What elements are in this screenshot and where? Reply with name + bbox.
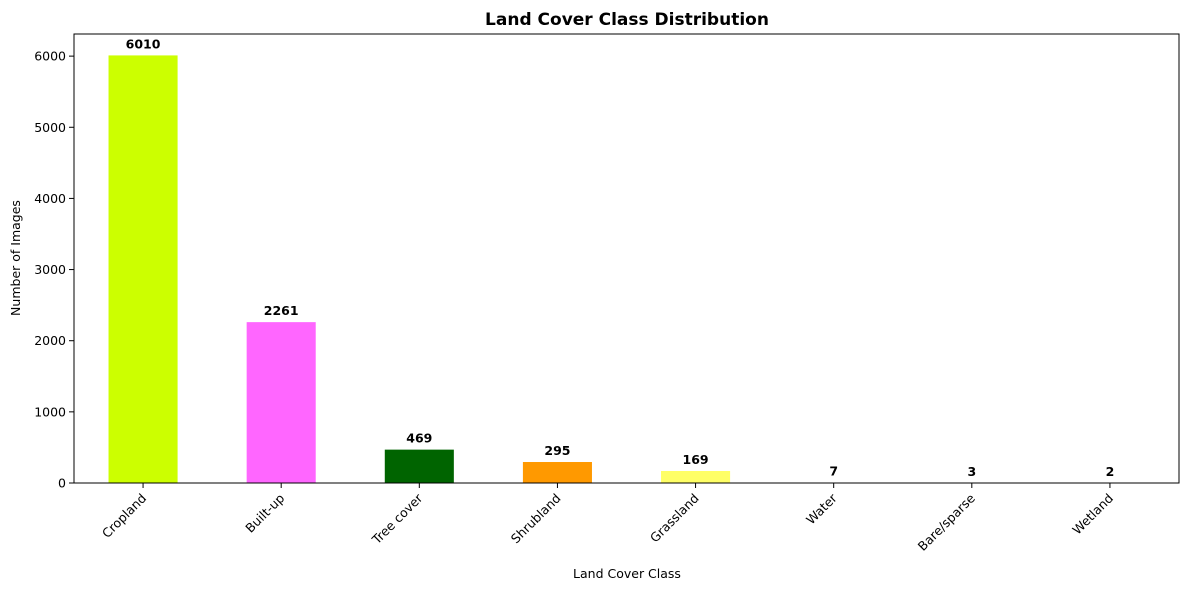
- bar-tree-cover: [384, 449, 454, 483]
- data-label-grassland: 169: [683, 452, 709, 467]
- y-tick-label: 3000: [34, 262, 66, 277]
- data-label-bare-sparse: 3: [967, 464, 976, 479]
- bar-grassland: [661, 470, 731, 483]
- y-tick-label: 5000: [34, 120, 66, 135]
- x-tick-label-grassland: Grassland: [647, 491, 702, 546]
- y-axis-label: Number of Images: [8, 200, 23, 316]
- x-tick-label-bare-sparse: Bare/sparse: [915, 490, 978, 553]
- x-tick-label-wetland: Wetland: [1069, 491, 1116, 538]
- bars-group: [108, 55, 1145, 484]
- data-label-cropland: 6010: [126, 36, 161, 51]
- x-tick-label-tree-cover: Tree cover: [368, 490, 426, 548]
- chart-title: Land Cover Class Distribution: [485, 10, 769, 30]
- data-label-wetland: 2: [1106, 464, 1115, 479]
- data-label-built-up: 2261: [264, 303, 299, 318]
- x-tick-label-cropland: Cropland: [99, 491, 149, 541]
- y-tick-label: 0: [58, 476, 66, 491]
- y-axis: 0 1000 2000 3000 4000 5000 6000: [34, 49, 74, 491]
- data-labels-group: 6010 2261 469 295 169 7 3 2: [126, 36, 1115, 478]
- y-tick-label: 1000: [34, 404, 66, 419]
- bar-shrubland: [522, 462, 592, 483]
- plot-frame: [73, 33, 1180, 484]
- bar-built-up: [246, 322, 316, 483]
- data-label-water: 7: [829, 464, 838, 479]
- data-label-tree-cover: 469: [406, 431, 432, 446]
- x-tick-label-water: Water: [803, 490, 840, 527]
- y-tick-label: 2000: [34, 333, 66, 348]
- y-tick-label: 4000: [34, 191, 66, 206]
- x-tick-label-shrubland: Shrubland: [508, 491, 564, 547]
- x-tick-label-built-up: Built-up: [242, 490, 287, 535]
- y-tick-label: 6000: [34, 49, 66, 64]
- x-axis-label: Land Cover Class: [573, 566, 681, 581]
- data-label-shrubland: 295: [544, 443, 570, 458]
- bar-cropland: [108, 55, 178, 484]
- x-axis: Cropland Built-up Tree cover Shrubland Grass…: [99, 483, 1116, 554]
